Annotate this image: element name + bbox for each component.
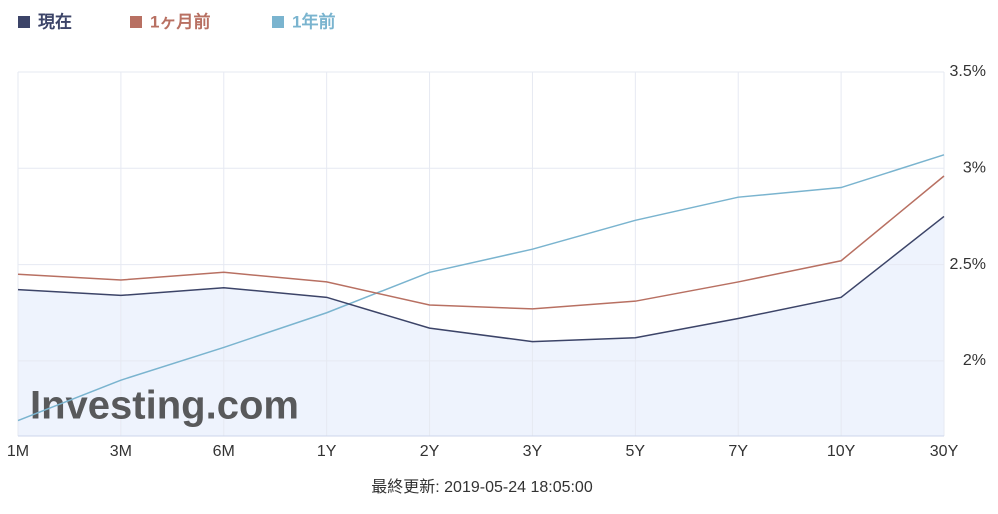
- footer: 最終更新: 2019-05-24 18:05:00: [371, 478, 593, 496]
- legend-label: 現在: [38, 11, 72, 31]
- x-tick-label: 10Y: [827, 443, 856, 460]
- x-tick-label: 1M: [7, 443, 29, 460]
- x-tick-label: 5Y: [626, 443, 646, 460]
- y-tick-label: 3.5%: [950, 63, 986, 80]
- line: [17, 154, 945, 422]
- legend-label: 1年前: [292, 11, 335, 31]
- x-tick-label: 30Y: [930, 443, 959, 460]
- legend-swatch: [272, 16, 284, 28]
- x-tick-label: 3Y: [523, 443, 543, 460]
- y-tick-label: 2.5%: [950, 256, 986, 273]
- line: [17, 215, 945, 343]
- y-tick-label: 2%: [963, 352, 986, 369]
- x-tick-label: 6M: [213, 443, 235, 460]
- watermark: Investing.com: [30, 384, 299, 428]
- y-tick-label: 3%: [963, 160, 986, 177]
- x-tick-label: 3M: [110, 443, 132, 460]
- legend-label: 1ヶ月前: [150, 11, 210, 31]
- line: [17, 175, 945, 310]
- x-tick-label: 1Y: [317, 443, 337, 460]
- x-tick-label: 7Y: [728, 443, 748, 460]
- legend-swatch: [18, 16, 30, 28]
- x-tick-label: 2Y: [420, 443, 440, 460]
- area: [18, 216, 944, 436]
- legend-swatch: [130, 16, 142, 28]
